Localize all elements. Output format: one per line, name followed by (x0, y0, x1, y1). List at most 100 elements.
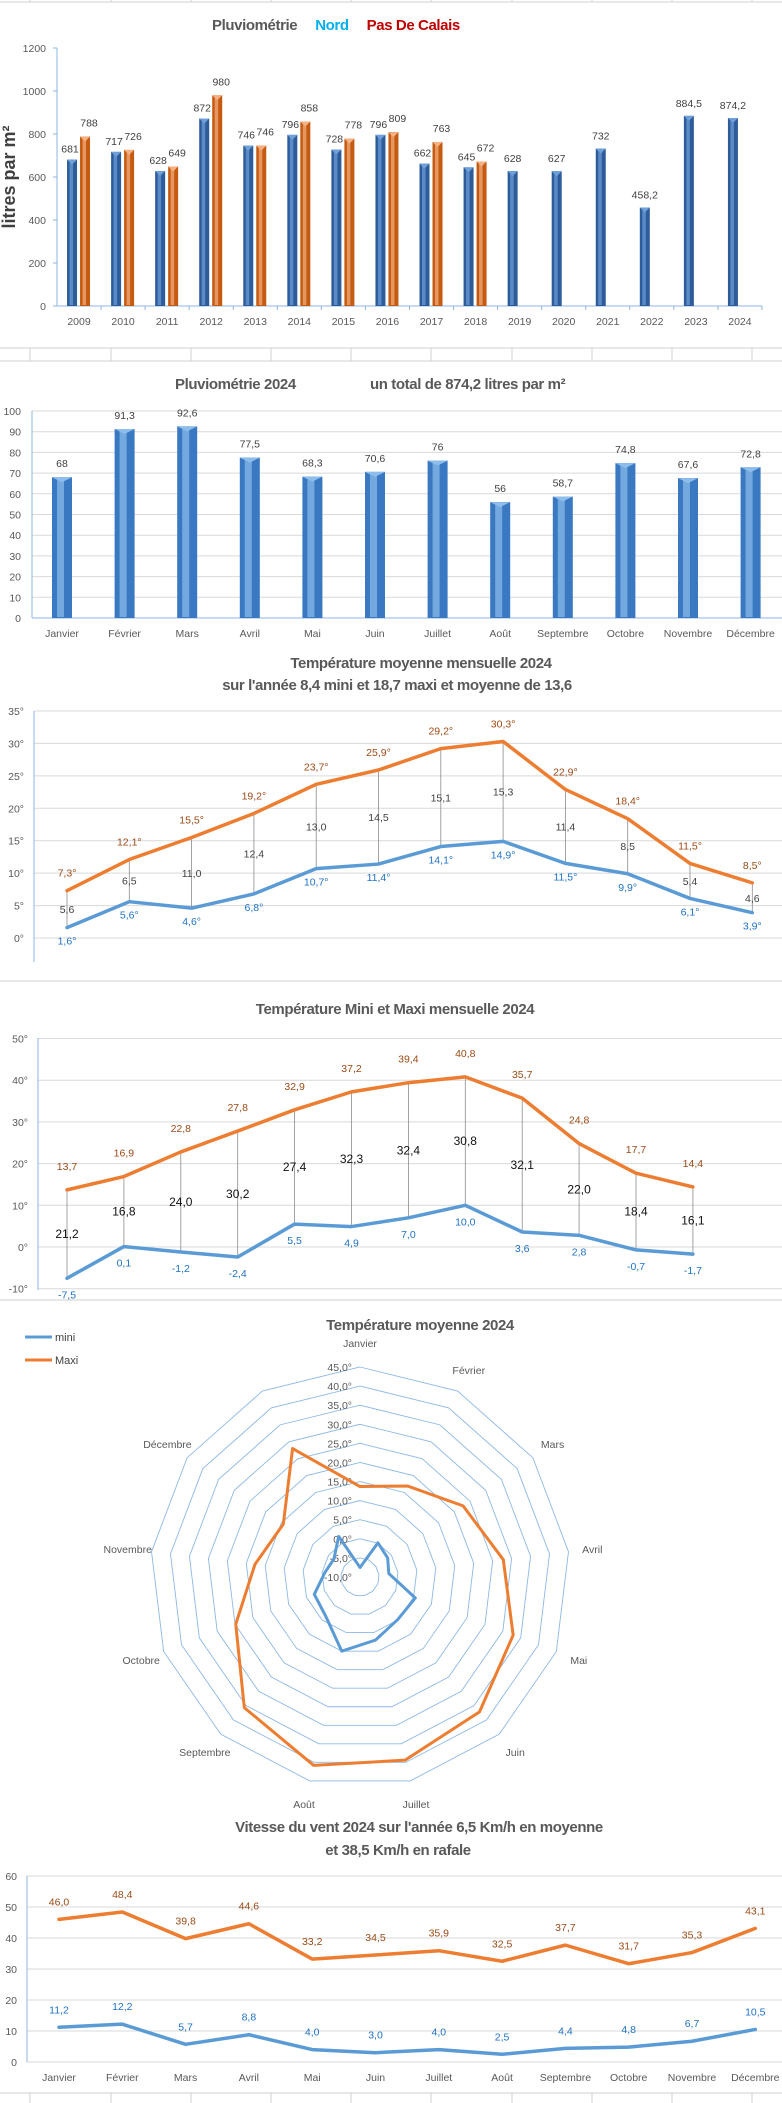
data-label-maxi: 18,4° (615, 796, 640, 808)
data-label-maxi: 33,2 (302, 1936, 323, 1948)
radar-ring (188, 1404, 532, 1745)
bar-nord-2016-bevel (375, 134, 386, 140)
data-label-mini: 9,9° (618, 882, 637, 894)
data-label-range: 32,4 (397, 1143, 421, 1157)
bar-pdc-2017-bevel (432, 141, 443, 147)
bar-pdc-2010-bevel (124, 149, 135, 155)
data-label-pdc: 672 (477, 143, 495, 155)
bar-nord-2015-highlight (333, 151, 338, 305)
bar-nord-2022 (639, 207, 650, 306)
data-label-range: 27,4 (283, 1160, 307, 1174)
data-label-maxi: 12,1° (117, 837, 142, 849)
data-label: 74,8 (615, 444, 636, 456)
x-tick-label: Mai (304, 628, 321, 640)
bar-nord-2013 (243, 145, 254, 306)
chart1-title-main: Pluviométrie (212, 17, 297, 34)
data-label-mini: 6,7 (685, 2018, 700, 2030)
data-label: 68,3 (302, 458, 323, 470)
bar-Octobre-highlight (620, 465, 628, 617)
bar-nord-2014-highlight (289, 136, 294, 305)
radar-category-label: Mars (541, 1439, 564, 1451)
data-label-maxi: 14,4 (683, 1158, 704, 1170)
bar-Juillet-bevel (427, 460, 448, 466)
data-label-nord: 717 (105, 136, 123, 148)
bar-nord-2011 (155, 170, 166, 306)
radar-tick-label: 45,0° (327, 1362, 352, 1374)
data-label-maxi: 39,8 (175, 1916, 196, 1928)
data-label-mini: 11,5° (553, 871, 577, 883)
bar-Juillet-highlight (432, 462, 440, 617)
x-tick-label: Juillet (425, 2072, 452, 2084)
radar-category-label: Janvier (343, 1338, 377, 1350)
data-label-nord: 458,2 (632, 189, 658, 201)
data-label-mini: 7,0 (401, 1229, 416, 1241)
data-label: 67,6 (678, 459, 699, 471)
bar-Décembre-bevel (740, 467, 761, 473)
data-label-mini: 14,9° (491, 849, 516, 861)
bar-nord-2024 (727, 118, 738, 306)
x-tick-label: 2020 (552, 316, 576, 328)
bar-Mars-highlight (182, 428, 190, 617)
series-line-maxi (65, 739, 755, 893)
bar-pdc-2017-highlight (435, 143, 439, 305)
chart3-title-line1: Température moyenne mensuelle 2024 (290, 655, 552, 672)
data-label-range: 13,0 (306, 821, 327, 833)
series-line-mini (65, 839, 755, 930)
bar-nord-2017 (419, 163, 430, 306)
x-tick-label: Juin (366, 2072, 385, 2084)
y-tick-label: 10 (5, 2026, 17, 2038)
x-tick-label: 2010 (111, 316, 135, 328)
y-tick-label: 30° (8, 738, 24, 750)
bar-nord-2018 (463, 167, 474, 306)
bar-nord-2024-bevel (727, 118, 738, 124)
bar-Novembre-highlight (683, 480, 690, 617)
x-tick-label: Août (489, 628, 511, 640)
data-label-mini: 4,4 (558, 2025, 573, 2037)
bar-nord-2009 (67, 159, 78, 306)
bar-pdc-2011 (168, 166, 179, 306)
bar-Décembre (740, 467, 761, 618)
radar-tick-label: 25,0° (327, 1438, 352, 1450)
bar-nord-2012 (199, 118, 210, 307)
data-label-mini: 6,8° (245, 902, 264, 914)
series-line-mini (57, 2022, 758, 2056)
bar-nord-2021-highlight (598, 150, 602, 305)
radar-category-label: Juillet (403, 1799, 430, 1811)
y-tick-label: 60 (5, 1871, 17, 1883)
bar-nord-2018-bevel (463, 167, 474, 173)
data-label-range: 22,0 (567, 1182, 591, 1196)
y-tick-label: 15° (8, 836, 24, 848)
data-label-maxi: 23,7° (304, 761, 329, 773)
bar-Juin-bevel (365, 471, 385, 477)
data-label-range: 11,0 (182, 868, 202, 880)
bar-nord-2011-highlight (157, 172, 162, 305)
bar-Octobre-bevel (615, 463, 636, 469)
radar-category-label: Février (452, 1365, 485, 1377)
bar-Mai-highlight (307, 478, 315, 617)
data-label-maxi: 48,4 (112, 1889, 133, 1901)
y-tick-label: 90 (9, 427, 21, 439)
data-label-range: 11,4 (556, 821, 576, 833)
bar-Juin-highlight (370, 473, 377, 617)
x-tick-label: 2009 (67, 316, 91, 328)
x-tick-label: Août (491, 2072, 513, 2084)
data-label-mini: 3,6 (515, 1243, 530, 1255)
data-label-nord: 746 (238, 130, 256, 142)
data-label-pdc: 980 (212, 76, 230, 88)
data-label-maxi: 16,9 (114, 1148, 135, 1160)
bar-Février (114, 429, 135, 618)
chart5-title: Température moyenne 2024 (326, 1317, 515, 1334)
x-tick-label: Décembre (726, 628, 775, 640)
chart1-title-nord: Nord (315, 17, 349, 34)
data-label-mini: 4,8 (621, 2024, 636, 2036)
data-label-range: 5,4 (683, 876, 698, 888)
data-label-range: 5,6 (60, 904, 75, 916)
x-tick-label: 2022 (640, 316, 664, 328)
data-label-nord: 874,2 (720, 100, 746, 112)
y-tick-label: 35° (8, 706, 24, 718)
bar-Janvier-bevel (52, 477, 72, 483)
y-tick-label: 0° (18, 1242, 28, 1254)
x-tick-label: Janvier (45, 628, 79, 640)
data-label-range: 12,4 (244, 849, 265, 861)
